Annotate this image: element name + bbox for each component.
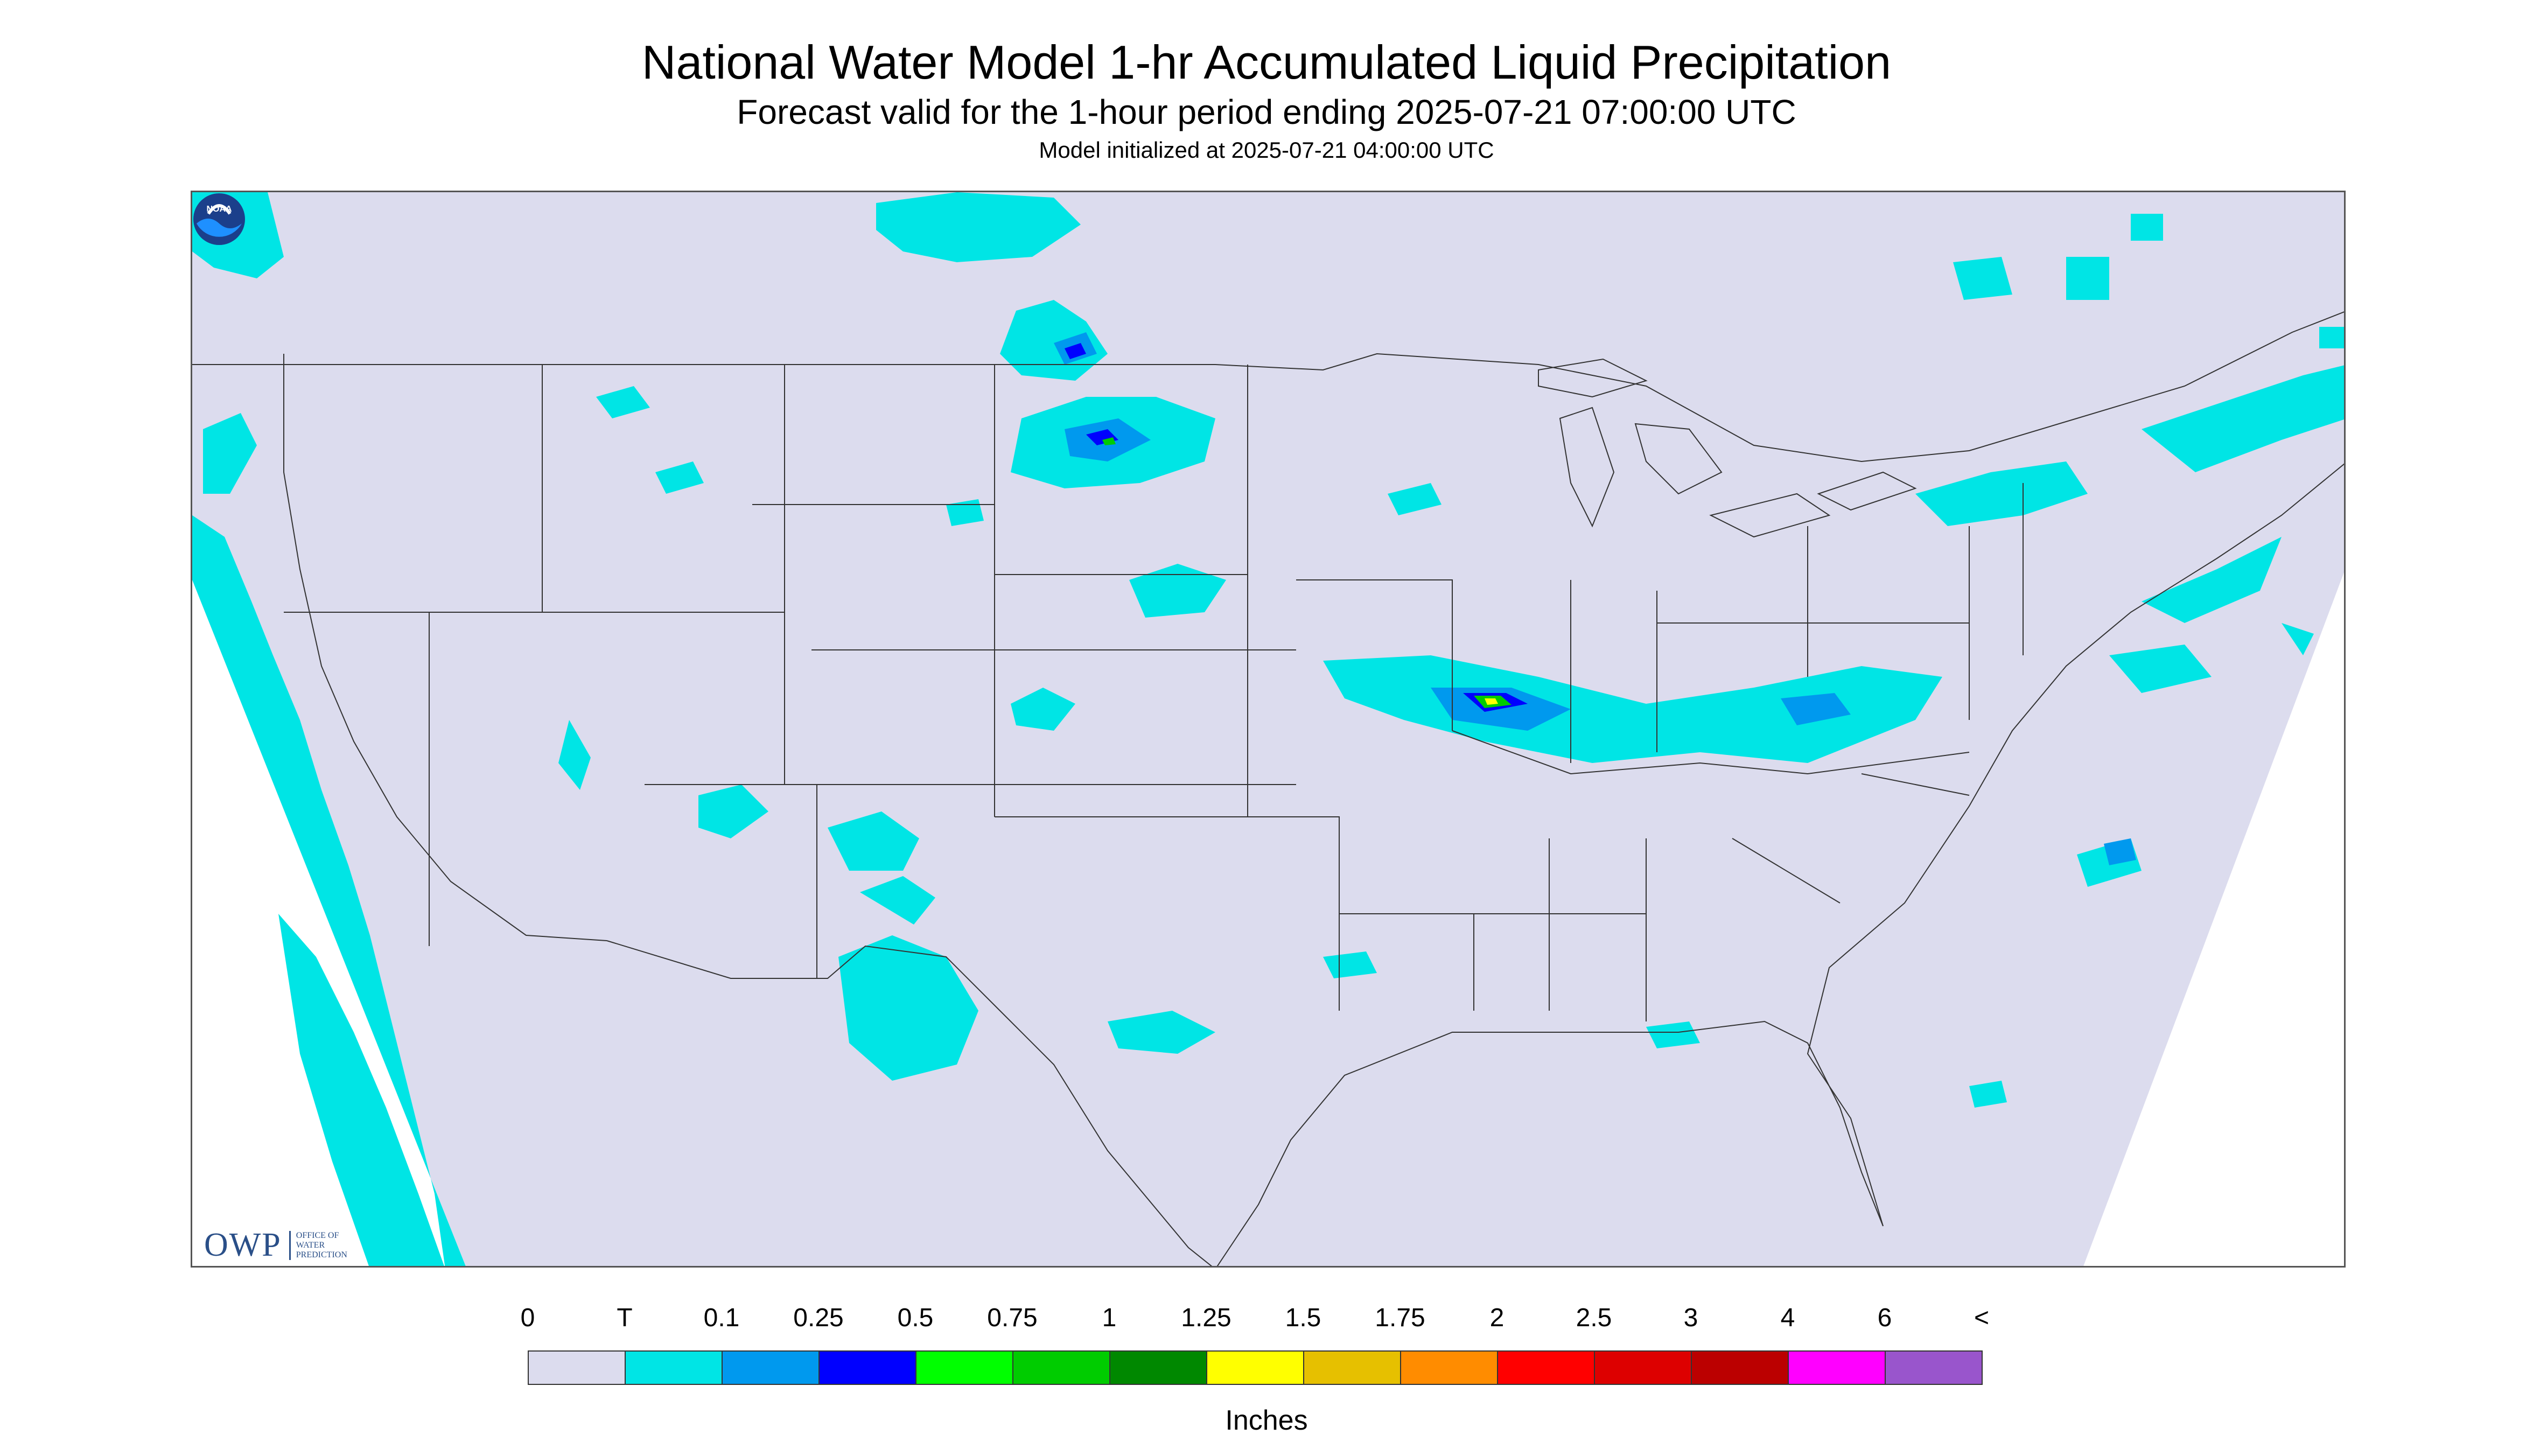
legend-swatch [1497,1350,1595,1385]
political-boundaries [192,311,2344,1266]
map-canvas [192,192,2344,1266]
legend-swatch [1109,1350,1207,1385]
legend-swatch [1594,1350,1692,1385]
owp-logo-line-2: Water [296,1240,325,1250]
legend-color-bar [528,1350,1983,1385]
legend-tick-label: 0.25 [793,1304,844,1332]
legend-units: Inches [1225,1405,1308,1436]
legend-swatch [818,1350,916,1385]
legend-swatch [1012,1350,1110,1385]
owp-logo-mark: OWP [204,1227,282,1263]
noaa-logo: NOAA [193,193,245,245]
legend-tick-label: 4 [1780,1304,1795,1332]
model-init-text: Model initialized at 2025-07-21 04:00:00… [1039,137,1494,163]
legend-tick-label: 0.1 [703,1304,740,1332]
legend-tick-label: 0.5 [897,1304,934,1332]
peak-precip-cores [1485,698,1498,705]
forecast-valid-subtitle: Forecast valid for the 1-hour period end… [737,93,1796,131]
legend-swatch [1206,1350,1304,1385]
trace-precip-areas [192,192,2344,1266]
legend-tick-label: T [617,1304,633,1332]
legend-swatch [915,1350,1013,1385]
owp-logo: OWP Office of Water Prediction [204,1226,347,1264]
legend-tick-label: 6 [1877,1304,1892,1332]
legend-tick-label: 1.25 [1181,1304,1231,1332]
legend-swatch [1885,1350,1983,1385]
legend-swatch [625,1350,723,1385]
legend-swatch [528,1350,626,1385]
legend-tick-label: 1.75 [1375,1304,1425,1332]
owp-logo-text: Office of Water Prediction [289,1230,347,1260]
legend-tick-label: 2.5 [1576,1304,1612,1332]
legend-tick-label: 3 [1683,1304,1698,1332]
noaa-logo-text: NOAA [206,205,232,214]
legend-swatch [1788,1350,1886,1385]
owp-logo-line-3: Prediction [296,1250,347,1259]
legend-labels: 0 T 0.1 0.25 0.5 0.75 1 1.25 1.5 1.75 2 2.5 3 4 6 < [0,1303,2533,1341]
legend-swatch [722,1350,820,1385]
legend-swatch [1303,1350,1401,1385]
legend-swatch [1400,1350,1498,1385]
legend-tick-label: 2 [1489,1304,1505,1332]
legend-tick-label: < [1974,1304,1990,1332]
precipitation-map: OWP Office of Water Prediction NOAA [191,191,2346,1268]
legend-tick-label: 0.75 [987,1304,1038,1332]
owp-logo-line-1: Office of [296,1230,339,1240]
legend-swatch [1691,1350,1789,1385]
legend-tick-label: 1.5 [1285,1304,1321,1332]
light-precip-cores [1054,332,2136,865]
legend-tick-label: 0 [520,1304,535,1332]
map-title: National Water Model 1-hr Accumulated Li… [641,36,1892,89]
legend-tick-label: 1 [1102,1304,1117,1332]
model-domain [192,192,2344,1266]
